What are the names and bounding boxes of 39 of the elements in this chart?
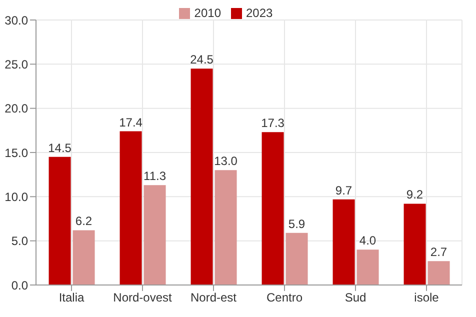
bar [404,204,426,285]
data-label: 4.0 [359,234,376,248]
bar [190,68,213,285]
data-label: 9.2 [406,188,424,202]
bar [144,185,166,285]
bar [214,170,237,285]
y-tick-label: 5.0 [11,234,28,248]
legend-label: 2010 [194,6,221,20]
y-tick-label: 15.0 [4,146,28,160]
legend-label: 2023 [246,6,273,20]
bar [120,131,142,285]
x-tick-label: Centro [266,290,303,305]
x-tick-label: isole [414,290,440,305]
x-tick-label: Nord-est [190,290,238,305]
bar [332,199,355,285]
data-label: 24.5 [190,52,214,67]
data-label: 17.4 [119,115,143,130]
data-label: 17.3 [261,116,285,130]
data-label: 9.7 [335,183,352,198]
y-tick-label: 0.0 [11,278,28,292]
y-tick-label: 10.0 [4,190,28,204]
bar [262,132,284,285]
bar [428,261,450,285]
bar [286,232,308,285]
data-label: 5.9 [288,216,306,231]
bar [48,156,71,285]
x-tick-label: Italia [58,290,84,305]
x-tick-label: Sud [344,290,366,305]
data-label: 6.2 [75,214,92,228]
y-tick-label: 20.0 [4,102,28,116]
data-label: 13.0 [214,154,238,168]
bar [356,250,379,285]
y-tick-label: 25.0 [4,57,28,72]
data-label: 11.3 [144,169,166,184]
x-tick-label: Nord-ovest [113,290,173,305]
data-label: 14.5 [48,140,72,155]
bar [72,230,95,285]
y-tick-label: 30.0 [4,13,28,28]
data-label: 2.7 [430,245,448,260]
